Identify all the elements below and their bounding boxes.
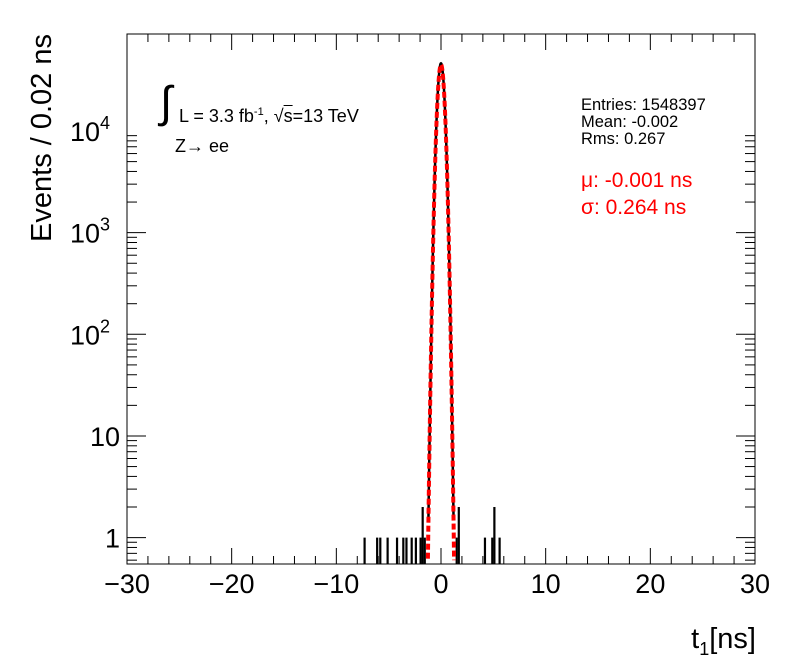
data-bin xyxy=(457,507,460,564)
y-tick-label: 10 xyxy=(90,422,120,452)
process-label: Z→ ee xyxy=(175,136,230,156)
stats-entries: Entries: 1548397 xyxy=(581,96,706,114)
data-bin xyxy=(395,537,399,564)
y-axis-title: Events / 0.02 ns xyxy=(26,34,58,242)
data-bin xyxy=(455,537,458,564)
data-bin xyxy=(423,537,426,564)
luminosity-text: L = 3.3 fb-1, √s=13 TeV xyxy=(179,106,359,126)
x-tick-label: 30 xyxy=(740,569,770,599)
data-bin xyxy=(498,537,501,564)
x-tick-label: 20 xyxy=(635,569,665,599)
data-bin xyxy=(414,537,417,564)
data-bin xyxy=(402,537,405,564)
data-bin xyxy=(410,537,413,564)
integral-symbol: ∫ xyxy=(160,78,173,127)
data-bin xyxy=(491,537,494,564)
y-tick-label: 102 xyxy=(70,316,110,350)
stats-mean: Mean: -0.002 xyxy=(581,113,679,131)
fit-results: μ: -0.001 ns σ: 0.264 ns xyxy=(581,167,692,221)
x-axis-title: t1[ns] xyxy=(691,623,756,659)
fit-sigma: σ: 0.264 ns xyxy=(581,196,687,219)
data-bin xyxy=(419,537,422,564)
fit-mu: μ: -0.001 ns xyxy=(581,169,693,192)
data-bin xyxy=(405,537,408,564)
x-tick-label: 10 xyxy=(531,569,561,599)
data-bin xyxy=(379,537,382,564)
gaussian-fit-curve xyxy=(425,62,457,561)
x-tick-label: −10 xyxy=(313,569,359,599)
data-bin xyxy=(493,507,496,564)
y-tick-label: 103 xyxy=(70,215,110,249)
stats-rms: Rms: 0.267 xyxy=(581,130,666,148)
data-bin xyxy=(363,537,366,564)
y-tick-label: 104 xyxy=(70,113,110,147)
data-bin xyxy=(483,537,487,564)
data-bin xyxy=(421,507,424,564)
x-tick-label: −20 xyxy=(209,569,255,599)
data-bin xyxy=(386,537,389,564)
stats-box: Entries: 1548397 Mean: -0.002 Rms: 0.267 xyxy=(581,97,706,148)
y-tick-label: 1 xyxy=(105,524,120,554)
data-bin xyxy=(376,537,379,564)
x-tick-label: 0 xyxy=(433,569,448,599)
x-tick-label: −30 xyxy=(104,569,150,599)
